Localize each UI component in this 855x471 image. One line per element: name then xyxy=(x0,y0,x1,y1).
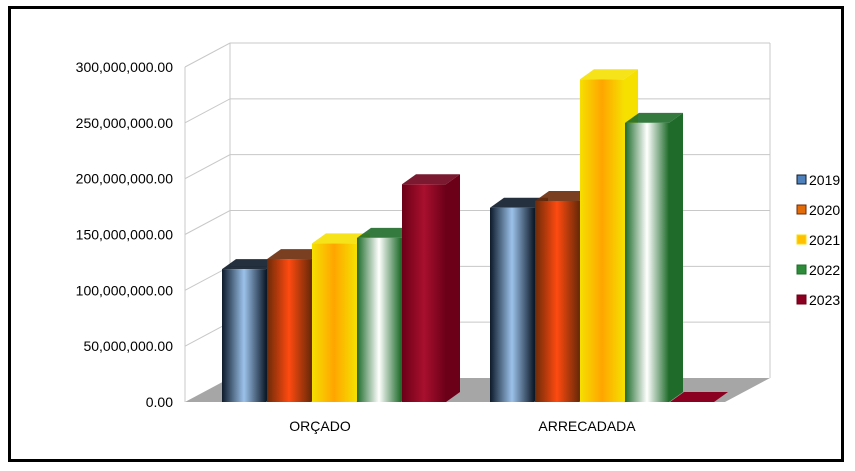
legend-swatch-2023 xyxy=(796,294,807,305)
legend-label: 2020 xyxy=(809,202,840,218)
x-tick-label: ARRECADADA xyxy=(538,418,636,434)
legend-swatch-2021 xyxy=(796,234,807,245)
y-tick-label: 200,000,000.00 xyxy=(76,171,174,187)
y-tick-label: 300,000,000.00 xyxy=(76,59,174,75)
bar-top-2019 xyxy=(222,259,280,270)
chart-legend: 2019 2020 2021 2022 2023 xyxy=(796,172,840,308)
legend-label: 2022 xyxy=(809,262,840,278)
chart-bars xyxy=(222,69,728,403)
y-tick-label: 0.00 xyxy=(146,394,173,410)
y-tick-label: 250,000,000.00 xyxy=(76,115,174,131)
bar-top-2020 xyxy=(267,249,325,260)
bar-2021 xyxy=(580,79,624,403)
x-axis-ticks: ORÇADO ARRECADADA xyxy=(289,418,636,434)
bar-2023 xyxy=(670,392,728,402)
bar-top-2022 xyxy=(357,227,415,238)
y-axis-ticks: 0.00 50,000,000.00 100,000,000.00 150,000,0… xyxy=(76,59,174,410)
bar-top-2021 xyxy=(312,233,370,244)
y-tick-label: 50,000,000.00 xyxy=(83,338,173,354)
gridline xyxy=(184,42,770,68)
bar-side-2023 xyxy=(446,174,460,402)
legend-label: 2019 xyxy=(809,172,840,188)
bar-2022 xyxy=(625,122,669,402)
bar-2019 xyxy=(490,207,534,402)
bar-2019 xyxy=(222,269,266,402)
bar-top-2021 xyxy=(580,69,638,80)
y-tick-label: 100,000,000.00 xyxy=(76,282,174,298)
legend-label: 2021 xyxy=(809,232,840,248)
legend-swatch-2019 xyxy=(796,174,807,185)
bar-2020 xyxy=(267,259,311,402)
y-tick-label: 150,000,000.00 xyxy=(76,227,174,243)
bar-2022 xyxy=(357,237,401,402)
bar-2021 xyxy=(312,243,356,402)
legend-label: 2023 xyxy=(809,292,840,308)
legend-swatch-2022 xyxy=(796,264,807,275)
bar-top-2020 xyxy=(535,191,593,201)
bar-2023 xyxy=(402,184,446,402)
bar-top-2019 xyxy=(490,197,548,208)
bar-top-2023 xyxy=(402,174,460,185)
x-tick-label: ORÇADO xyxy=(289,418,351,434)
bar-side-2022 xyxy=(669,112,683,402)
bar-top-2022 xyxy=(625,112,683,123)
legend-swatch-2020 xyxy=(796,204,807,215)
bar-2020 xyxy=(535,201,579,402)
